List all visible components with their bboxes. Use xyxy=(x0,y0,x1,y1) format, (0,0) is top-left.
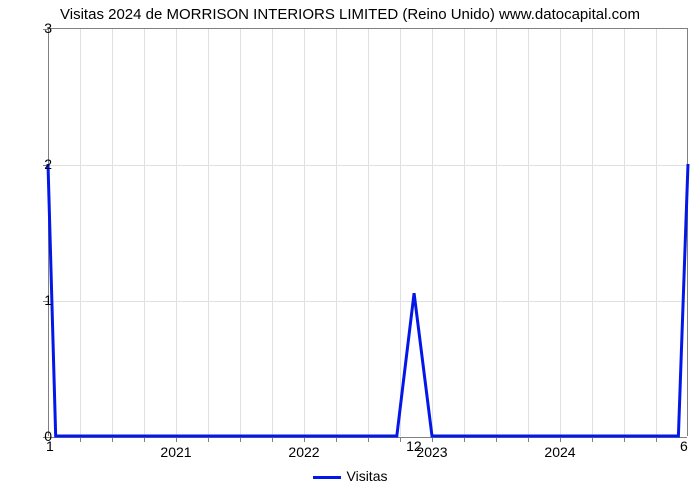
series-line xyxy=(48,164,688,436)
xtick-mark xyxy=(432,437,433,442)
xtick-mark xyxy=(336,437,337,442)
xtick-mark xyxy=(144,437,145,442)
legend-swatch xyxy=(313,476,341,479)
xtick-mark xyxy=(400,437,401,442)
xtick-label: 2024 xyxy=(544,444,575,460)
xtick-mark xyxy=(464,437,465,442)
xtick-mark xyxy=(592,437,593,442)
xtick-label: 2022 xyxy=(288,444,319,460)
legend-label: Visitas xyxy=(347,468,388,484)
xtick-label: 2021 xyxy=(160,444,191,460)
xtick-mark xyxy=(272,437,273,442)
xtick-mark xyxy=(496,437,497,442)
xtick-mark xyxy=(80,437,81,442)
legend: Visitas xyxy=(0,468,700,484)
xtick-mark xyxy=(240,437,241,442)
plot-area xyxy=(48,28,688,436)
xtick-mark xyxy=(528,437,529,442)
xtick-mark xyxy=(624,437,625,442)
ytick-label: 2 xyxy=(12,156,52,172)
axis-corner-bottom-center: 12 xyxy=(406,438,422,454)
ytick-label: 3 xyxy=(12,20,52,36)
xtick-mark xyxy=(176,437,177,442)
axis-corner-bottom-right: 6 xyxy=(680,438,688,454)
data-line xyxy=(48,28,688,436)
xtick-mark xyxy=(656,437,657,442)
chart-container: Visitas 2024 de MORRISON INTERIORS LIMIT… xyxy=(0,0,700,500)
chart-title: Visitas 2024 de MORRISON INTERIORS LIMIT… xyxy=(0,0,700,27)
xtick-mark xyxy=(112,437,113,442)
xtick-mark xyxy=(560,437,561,442)
xtick-mark xyxy=(304,437,305,442)
ytick-label: 1 xyxy=(12,292,52,308)
xtick-mark xyxy=(368,437,369,442)
xtick-mark xyxy=(208,437,209,442)
axis-corner-bottom-left: 1 xyxy=(46,438,54,454)
